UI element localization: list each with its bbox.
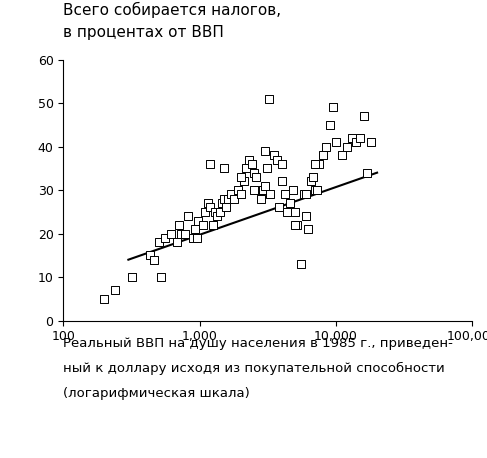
Point <box>220 165 227 172</box>
Point <box>177 230 185 237</box>
Text: Реальный ВВП на душу населения в 1985 г., приведен-: Реальный ВВП на душу населения в 1985 г.… <box>63 337 453 349</box>
Point <box>293 221 301 229</box>
Point <box>364 169 372 176</box>
Point <box>261 182 269 190</box>
Point <box>250 186 258 194</box>
Point <box>237 174 244 181</box>
Point <box>220 195 227 202</box>
Point <box>307 178 315 185</box>
Point <box>286 200 294 207</box>
Point <box>367 139 375 146</box>
Point <box>319 152 327 159</box>
Point <box>278 178 286 185</box>
Point <box>224 195 231 202</box>
Point <box>204 200 212 207</box>
Point <box>213 213 221 220</box>
Point <box>352 139 360 146</box>
Point <box>356 134 364 142</box>
Point <box>300 191 308 198</box>
Point <box>257 195 264 202</box>
Point <box>245 156 253 164</box>
Point <box>315 160 323 168</box>
Point <box>289 186 297 194</box>
Point <box>304 226 312 233</box>
Point <box>259 186 266 194</box>
Point <box>175 221 183 229</box>
Point <box>311 186 319 194</box>
Point <box>243 165 250 172</box>
Point <box>181 230 189 237</box>
Point <box>211 208 219 216</box>
Point <box>168 230 175 237</box>
Point <box>202 208 209 216</box>
Text: (логарифмическая шкала): (логарифмическая шкала) <box>63 387 250 400</box>
Text: ный к доллару исходя из покупательной способности: ный к доллару исходя из покупательной сп… <box>63 362 445 375</box>
Point <box>302 191 310 198</box>
Point <box>146 252 153 259</box>
Point <box>313 186 320 194</box>
Point <box>297 260 304 267</box>
Point <box>150 256 158 263</box>
Point <box>283 208 291 216</box>
Point <box>195 217 203 224</box>
Point <box>222 204 229 211</box>
Point <box>199 221 206 229</box>
Point <box>309 174 317 181</box>
Point <box>291 208 299 216</box>
Point <box>191 226 199 233</box>
Point <box>206 160 214 168</box>
Point <box>247 160 255 168</box>
Point <box>100 295 108 303</box>
Point <box>250 169 258 176</box>
Point <box>275 204 282 211</box>
Point <box>234 186 242 194</box>
Point <box>338 152 346 159</box>
Point <box>278 160 286 168</box>
Point <box>111 287 119 294</box>
Point <box>263 165 271 172</box>
Point <box>302 213 310 220</box>
Point <box>252 174 260 181</box>
Point <box>206 204 214 211</box>
Point <box>311 160 319 168</box>
Point <box>218 200 225 207</box>
Point <box>326 121 334 129</box>
Point <box>227 191 235 198</box>
Point <box>322 143 330 150</box>
Point <box>209 221 217 229</box>
Text: в процентах от ВВП: в процентах от ВВП <box>63 25 224 40</box>
Point <box>161 234 169 242</box>
Point <box>264 95 272 103</box>
Point <box>240 178 247 185</box>
Point <box>348 134 356 142</box>
Point <box>266 191 274 198</box>
Point <box>173 239 181 246</box>
Point <box>343 143 351 150</box>
Point <box>157 273 165 281</box>
Point <box>255 186 262 194</box>
Point <box>291 221 299 229</box>
Point <box>261 147 269 155</box>
Point <box>281 191 289 198</box>
Point <box>189 234 197 242</box>
Point <box>237 191 244 198</box>
Point <box>216 208 224 216</box>
Point <box>128 273 136 281</box>
Point <box>273 156 281 164</box>
Point <box>193 234 201 242</box>
Point <box>332 139 340 146</box>
Point <box>270 152 278 159</box>
Point <box>329 104 337 111</box>
Text: Всего собирается налогов,: Всего собирается налогов, <box>63 2 281 18</box>
Point <box>155 239 163 246</box>
Point <box>230 195 238 202</box>
Point <box>184 213 192 220</box>
Point <box>360 113 368 120</box>
